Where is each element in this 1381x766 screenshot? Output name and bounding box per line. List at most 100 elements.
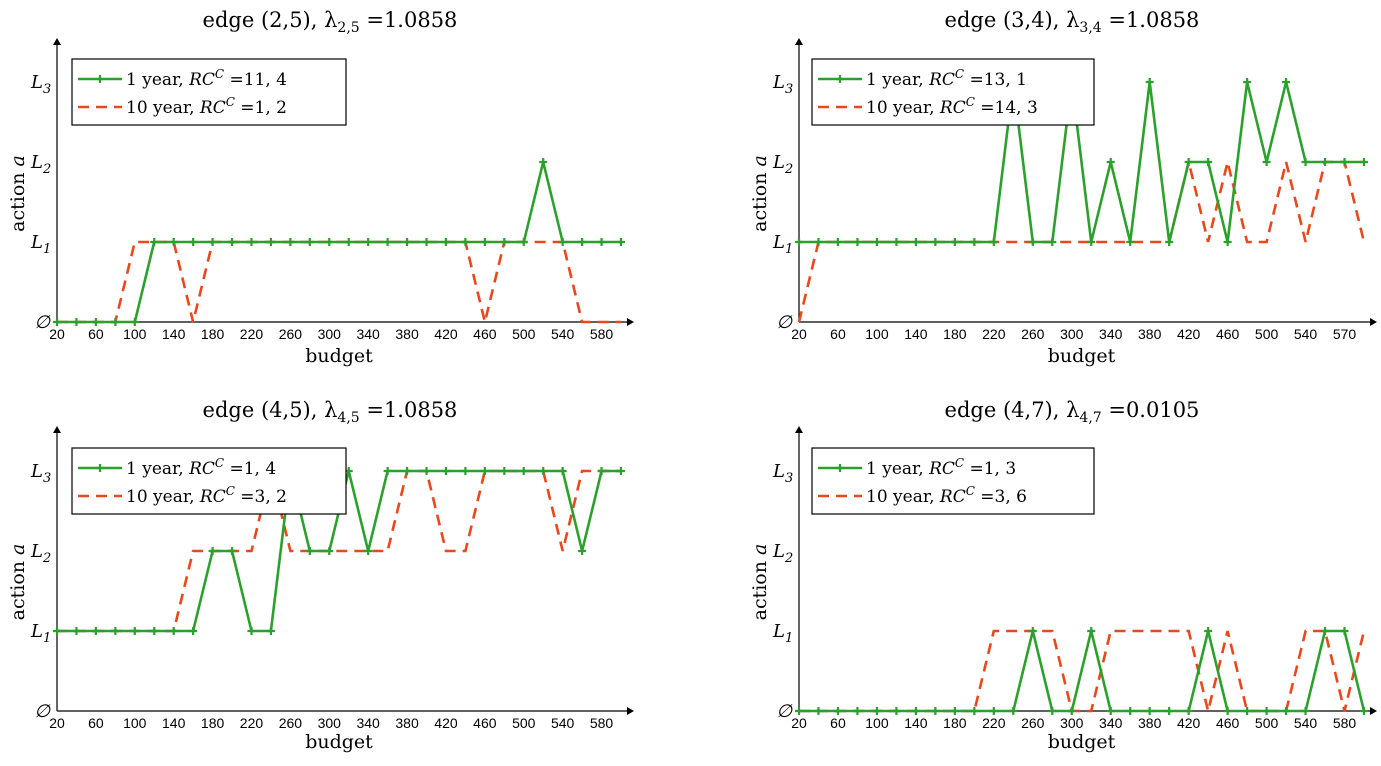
series-point: [519, 238, 528, 246]
series-point: [1067, 707, 1076, 715]
series-point: [325, 238, 334, 246]
x-tick-label: 580: [1333, 715, 1357, 731]
x-tick-label: 300: [318, 715, 342, 731]
legend-entry-2: 10 year, RCC =3, 6: [866, 484, 1027, 507]
x-tick-label: 60: [830, 326, 846, 342]
series-point: [1262, 707, 1271, 715]
y-tick-label: ∅: [34, 312, 51, 333]
series-point: [1301, 158, 1310, 166]
series-point: [150, 238, 159, 246]
x-tick-label: 180: [943, 326, 967, 342]
x-tick-label: 460: [473, 715, 497, 731]
series-point: [208, 238, 217, 246]
series-point: [1340, 627, 1349, 635]
x-tick-label: 20: [49, 715, 65, 731]
y-tick-label: ∅: [34, 701, 51, 722]
x-tick-label: 220: [240, 715, 264, 731]
y-axis-arrow: [53, 38, 61, 45]
legend: 1 year, RCC =11, 4 10 year, RCC =1, 2: [71, 58, 347, 126]
series-point: [130, 627, 139, 635]
series-point: [1028, 627, 1037, 635]
series-point: [1087, 627, 1096, 635]
series-point: [1106, 158, 1115, 166]
series-point: [1184, 707, 1193, 715]
x-axis-arrow: [627, 707, 634, 715]
series-point: [228, 238, 237, 246]
series-point: [1165, 238, 1174, 246]
x-tick-label: 380: [1138, 715, 1162, 731]
x-tick-label: 60: [88, 715, 104, 731]
series-point: [325, 547, 334, 555]
chart-title: edge (3,4), λ3,4 =1.0858: [945, 8, 1200, 36]
series-point: [247, 238, 256, 246]
x-tick-label: 20: [791, 715, 807, 731]
series-point: [597, 238, 606, 246]
x-tick-label: 140: [904, 326, 928, 342]
x-axis-label: budget: [1048, 345, 1116, 367]
x-tick-label: 500: [512, 715, 536, 731]
y-tick-label: L3: [30, 461, 51, 486]
series-point: [617, 238, 625, 246]
series-point: [1106, 707, 1115, 715]
x-tick-label: 220: [240, 326, 264, 342]
series-point: [169, 238, 178, 246]
x-tick-label: 340: [356, 715, 380, 731]
x-tick-label: 340: [1099, 715, 1123, 731]
x-tick-label: 420: [434, 715, 458, 731]
series-point: [872, 238, 881, 246]
x-axis-label: budget: [305, 345, 373, 367]
legend-marker-1: [96, 464, 104, 472]
y-axis-arrow: [53, 426, 61, 433]
legend-entry-1: 1 year, RCC =11, 4: [126, 67, 287, 90]
x-tick-label: 500: [512, 326, 536, 342]
series-point: [130, 318, 139, 326]
x-tick-label: 500: [1255, 715, 1279, 731]
series-point: [519, 467, 528, 475]
series-point: [91, 627, 100, 635]
x-tick-label: 140: [162, 326, 186, 342]
x-tick-label: 20: [791, 326, 807, 342]
series-point: [597, 467, 606, 475]
x-tick-label: 100: [123, 326, 147, 342]
series-point: [480, 467, 489, 475]
x-tick-label: 100: [865, 326, 889, 342]
series-point: [950, 238, 959, 246]
y-axis-label: action a: [7, 155, 29, 232]
series-point: [1321, 158, 1330, 166]
x-tick-label: 500: [1255, 326, 1279, 342]
y-tick-label: L2: [772, 541, 793, 566]
series-point: [617, 467, 625, 475]
series-point: [1087, 238, 1096, 246]
x-tick-label: 340: [1099, 326, 1123, 342]
series-point: [1126, 707, 1135, 715]
x-tick-label: 220: [982, 326, 1006, 342]
x-tick-label: 100: [123, 715, 147, 731]
x-tick-label: 260: [1021, 715, 1045, 731]
series-point: [286, 238, 295, 246]
y-axis-label: action a: [749, 544, 771, 621]
legend: 1 year, RCC =1, 3 10 year, RCC =3, 6: [811, 447, 1095, 515]
x-tick-label: 300: [1060, 715, 1084, 731]
series-line-1: [57, 161, 621, 324]
series-point: [383, 238, 392, 246]
x-tick-label: 180: [943, 715, 967, 731]
y-axis-label: action a: [7, 544, 29, 621]
series-point: [228, 547, 237, 555]
x-tick-label: 580: [590, 326, 614, 342]
series-point: [950, 707, 959, 715]
series-point: [305, 238, 314, 246]
x-tick-label: 220: [982, 715, 1006, 731]
x-tick-label: 420: [1177, 326, 1201, 342]
legend-entry-2: 10 year, RCC =14, 3: [866, 95, 1038, 118]
legend-box: [71, 447, 347, 515]
x-tick-label: 540: [1294, 326, 1318, 342]
series-point: [500, 238, 509, 246]
series-point: [833, 707, 842, 715]
series-point: [247, 627, 256, 635]
chart-panel-4: edge (4,7), λ4,7 =0.0105 20 60 100 140 180 220…: [749, 398, 1377, 753]
series-point: [558, 238, 567, 246]
series-point: [1184, 158, 1193, 166]
series-point: [1204, 158, 1213, 166]
x-tick-label: 60: [830, 715, 846, 731]
x-tick-label: 580: [590, 715, 614, 731]
